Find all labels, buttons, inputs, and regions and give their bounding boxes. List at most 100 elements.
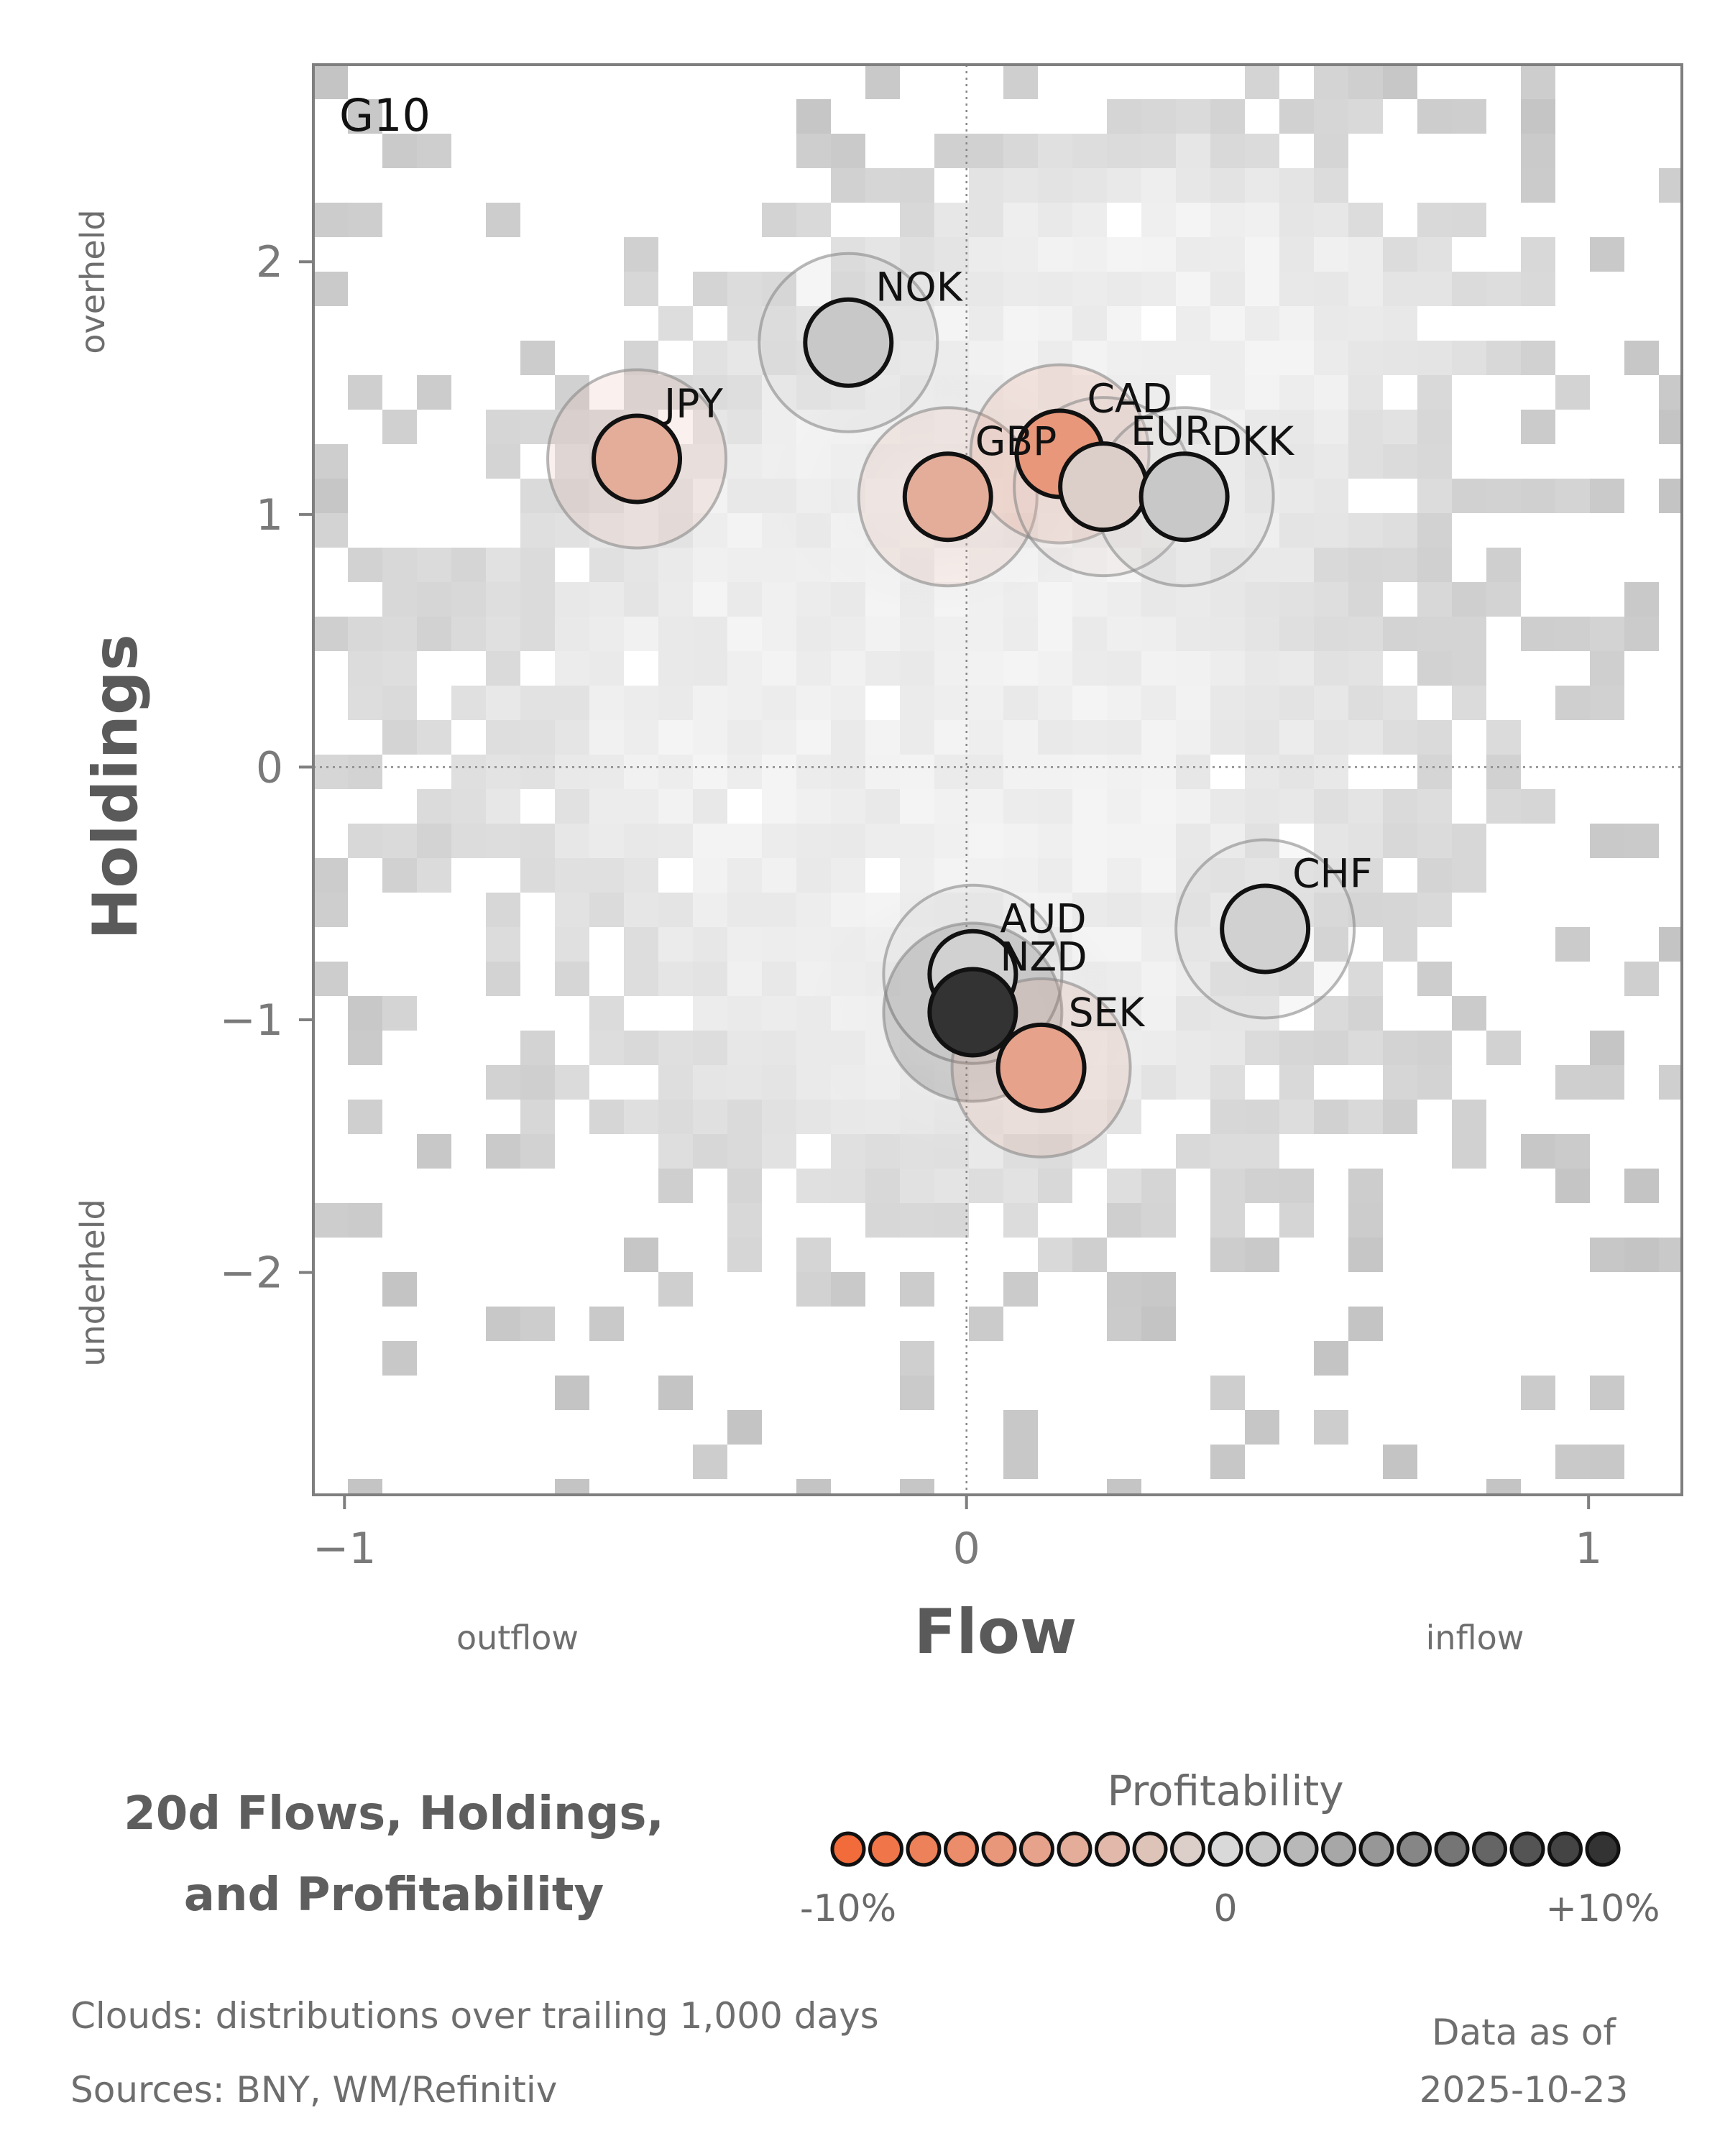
cloud-cell <box>1141 789 1176 824</box>
cloud-cell <box>382 651 417 686</box>
cloud-cell <box>693 789 727 824</box>
cloud-cell <box>589 617 624 651</box>
cloud-cell <box>727 1169 762 1203</box>
cloud-cell <box>934 1203 969 1238</box>
cloud-cell <box>1521 99 1555 134</box>
cloud-cell <box>348 1479 382 1495</box>
cloud-cell <box>1176 272 1210 306</box>
cloud-cell <box>658 1134 693 1169</box>
cloud-cell <box>762 789 796 824</box>
cloud-cell <box>1348 1307 1383 1341</box>
cloud-cell <box>520 1031 555 1065</box>
cloud-cell <box>1038 168 1072 203</box>
cloud-cell <box>1348 99 1383 134</box>
cloud-cell <box>1245 996 1279 1031</box>
cloud-cell <box>969 168 1003 203</box>
cloud-cell <box>555 755 589 789</box>
cloud-cell <box>1383 617 1417 651</box>
cloud-cell <box>313 617 348 651</box>
cloud-cell <box>762 1134 796 1169</box>
cloud-cell <box>762 1031 796 1065</box>
cloud-cell <box>1590 1445 1624 1479</box>
cloud-cell <box>1210 548 1245 582</box>
cloud-cell <box>1659 410 1682 444</box>
cloud-cell <box>1348 272 1383 306</box>
cloud-cell <box>1279 1203 1314 1238</box>
cloud-cell <box>382 686 417 720</box>
cloud-cell <box>900 168 934 203</box>
cloud-cell <box>934 1169 969 1203</box>
cloud-cell <box>934 720 969 755</box>
cloud-cell <box>1383 341 1417 375</box>
y-tick-label: −2 <box>220 1248 283 1299</box>
cloud-cell <box>555 582 589 617</box>
cloud-cell <box>762 203 796 237</box>
cloud-cell <box>1348 237 1383 272</box>
cloud-cell <box>1452 582 1486 617</box>
cloud-cell <box>486 686 520 720</box>
cloud-cell <box>1486 341 1521 375</box>
cloud-cell <box>1107 168 1141 203</box>
cloud-cell <box>1072 686 1107 720</box>
cloud-cell <box>727 686 762 720</box>
cloud-cell <box>934 203 969 237</box>
cloud-cell <box>1590 824 1624 858</box>
cloud-cell <box>934 755 969 789</box>
zero-lines <box>313 65 1682 1495</box>
cloud-cell <box>451 755 486 789</box>
cloud-cell <box>900 755 934 789</box>
cloud-cell <box>1314 651 1348 686</box>
cloud-cell <box>451 789 486 824</box>
cloud-cell <box>796 1479 831 1495</box>
cloud-cell <box>1210 1100 1245 1134</box>
cloud-cell <box>831 168 865 203</box>
cloud-cell <box>624 237 658 272</box>
cloud-cell <box>727 1031 762 1065</box>
cloud-cell <box>900 237 934 272</box>
cloud-cell <box>796 755 831 789</box>
cloud-cell <box>555 617 589 651</box>
cloud-cell <box>1072 617 1107 651</box>
cloud-cell <box>1072 720 1107 755</box>
cloud-cell <box>1245 444 1279 479</box>
cloud-cell <box>865 720 900 755</box>
cloud-cell <box>693 1065 727 1100</box>
cloud-cell <box>727 479 762 513</box>
cloud-cell <box>1348 1169 1383 1203</box>
cloud-cell <box>1176 1031 1210 1065</box>
cloud-cell <box>555 858 589 893</box>
cloud-cell <box>417 582 451 617</box>
cloud-cell <box>1452 341 1486 375</box>
cloud-cell <box>1245 1169 1279 1203</box>
cloud-cell <box>486 203 520 237</box>
cloud-cell <box>727 1238 762 1272</box>
cloud-cell <box>1521 617 1555 651</box>
cloud-cell <box>1348 65 1383 99</box>
cloud-cell <box>1176 962 1210 996</box>
cloud-cell <box>900 789 934 824</box>
cloud-cell <box>624 893 658 927</box>
colorbar-swatch <box>1434 1831 1470 1867</box>
cloud-cell <box>1245 203 1279 237</box>
cloud-cell <box>796 1169 831 1203</box>
cloud-cell <box>969 755 1003 789</box>
currency-label-chf: CHF <box>1292 850 1372 896</box>
cloud-cell <box>1210 582 1245 617</box>
cloud-cell <box>693 720 727 755</box>
cloud-cell <box>658 1065 693 1100</box>
cloud-cell <box>624 824 658 858</box>
cloud-cell <box>1038 789 1072 824</box>
y-tick-label: 0 <box>256 742 283 793</box>
cloud-cell <box>382 858 417 893</box>
cloud-cell <box>1210 375 1245 410</box>
cloud-cell <box>1176 1134 1210 1169</box>
cloud-cell <box>1072 203 1107 237</box>
cloud-cell <box>762 755 796 789</box>
cloud-cell <box>486 1134 520 1169</box>
cloud-cell <box>417 720 451 755</box>
cloud-cell <box>1314 65 1348 99</box>
cloud-cell <box>831 789 865 824</box>
cloud-cell <box>1003 789 1038 824</box>
cloud-cell <box>1279 306 1314 341</box>
cloud-cell <box>900 272 934 306</box>
